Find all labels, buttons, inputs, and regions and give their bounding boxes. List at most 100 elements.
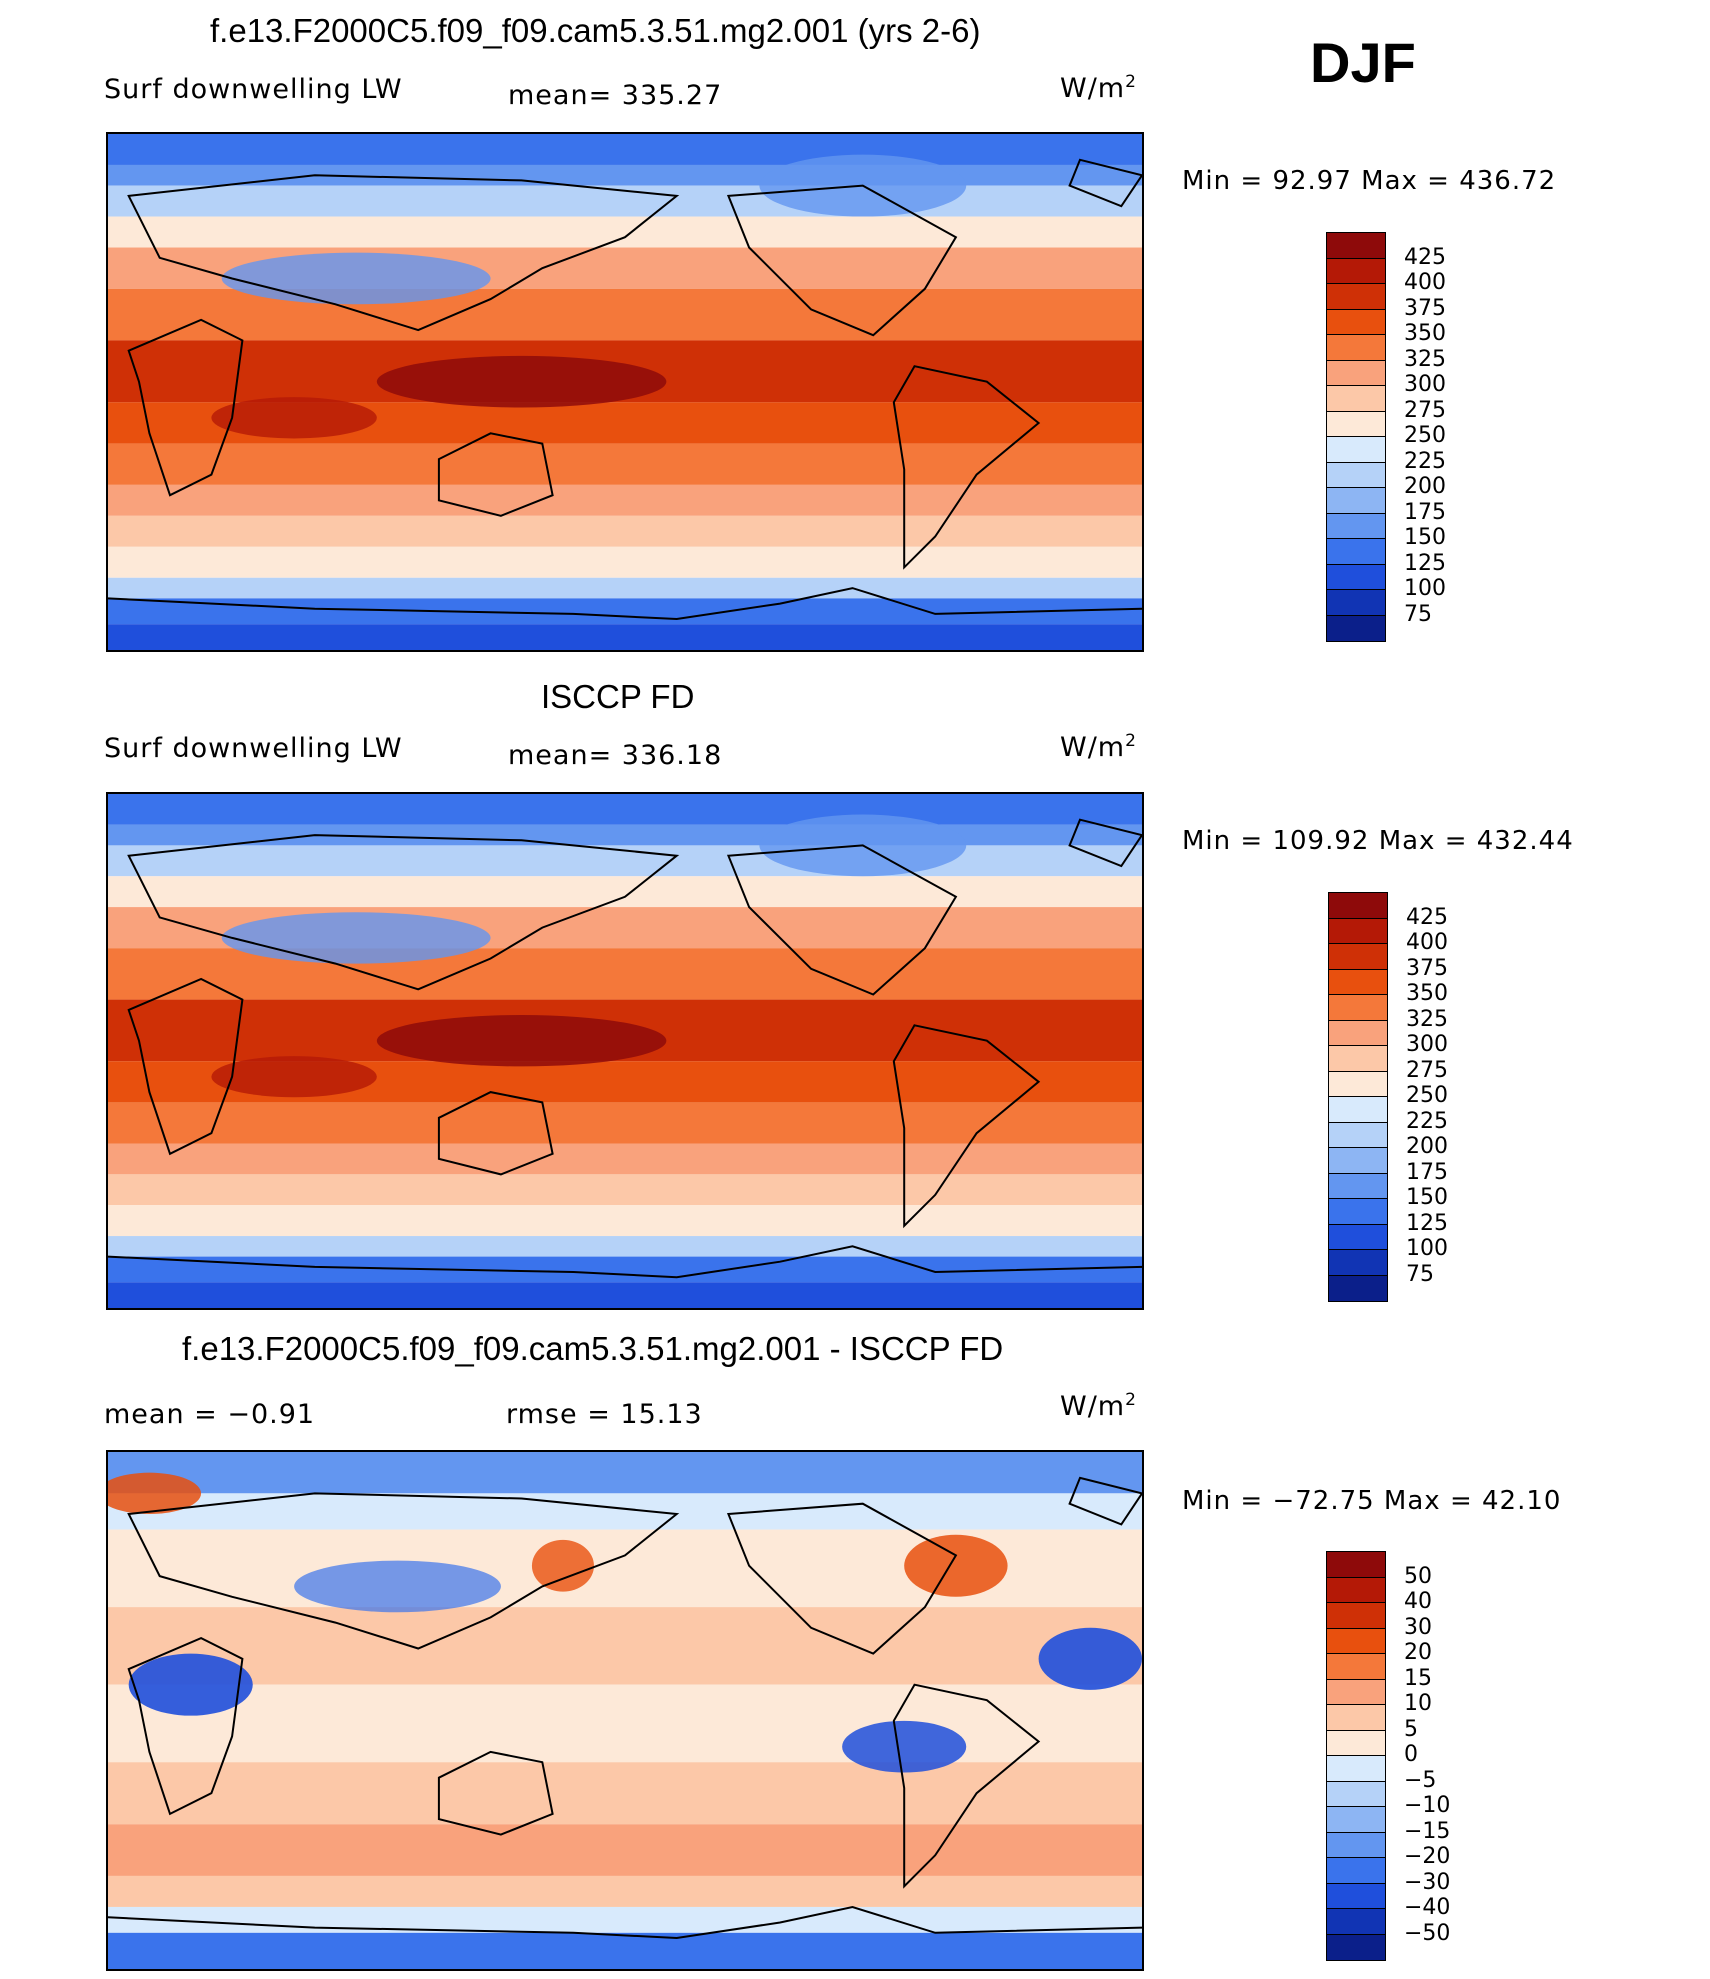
colorbar-swatch [1327, 1909, 1385, 1935]
colorbar-tick-label: 175 [1404, 499, 1446, 525]
panel-2-mean-label: mean= 336.18 [508, 740, 723, 771]
coastline [437, 432, 554, 517]
panel-3-minmax: Min = −72.75 Max = 42.10 [1182, 1486, 1562, 1516]
colorbar-swatch [1327, 1858, 1385, 1884]
panel-3-map [106, 1450, 1144, 1971]
colorbar-tick-label: 150 [1404, 525, 1446, 550]
colorbar-tick-label: 75 [1404, 601, 1432, 627]
colorbar-tick-label: 125 [1404, 550, 1446, 576]
coastline [127, 1492, 680, 1650]
colorbar-tick-label: 250 [1406, 1083, 1448, 1108]
colorbar-swatch [1327, 284, 1385, 310]
colorbar-swatch [1327, 462, 1385, 488]
coastline [127, 977, 244, 1156]
colorbar-tick-label: 100 [1406, 1236, 1448, 1261]
colorbar-tick-label: 5 [1404, 1716, 1418, 1742]
panel-2-field [108, 794, 1142, 1308]
coastline [127, 1636, 244, 1816]
colorbar-tick-label: −15 [1404, 1818, 1451, 1844]
colorbar-tick-label: 350 [1404, 321, 1446, 346]
colorbar-swatch [1327, 1628, 1385, 1654]
colorbar-tick-label: −40 [1404, 1895, 1451, 1920]
colorbar-swatch [1327, 1781, 1385, 1807]
coastline [892, 1683, 1041, 1889]
colorbar-tick-label: 425 [1404, 244, 1446, 270]
coastline [726, 844, 958, 996]
colorbar-tick-label: 150 [1406, 1185, 1448, 1210]
colorbar-swatch [1327, 386, 1385, 412]
colorbar-tick-label: 425 [1406, 904, 1448, 930]
colorbar-tick-label: 250 [1404, 423, 1446, 448]
coastline [1068, 158, 1142, 208]
panel-2-minmax: Min = 109.92 Max = 432.44 [1182, 826, 1574, 856]
colorbar-swatch [1327, 309, 1385, 335]
panel-3-units-label: W/m2 [1060, 1390, 1137, 1422]
colorbar-swatch [1329, 1122, 1387, 1148]
colorbar-tick-label: 350 [1406, 981, 1448, 1006]
colorbar-tick-label: 375 [1406, 955, 1448, 981]
coastline [1068, 1476, 1142, 1526]
panel-1-mean-label: mean= 335.27 [508, 80, 723, 111]
colorbar-swatch [1329, 944, 1387, 970]
colorbar-swatch [1327, 1679, 1385, 1705]
colorbar-swatch [1327, 360, 1385, 386]
coastline [108, 587, 1142, 621]
colorbar-swatch [1329, 893, 1387, 919]
colorbar-tick-label: −10 [1404, 1793, 1451, 1818]
colorbar-tick-label: 200 [1404, 474, 1446, 499]
colorbar-swatch [1329, 1250, 1387, 1276]
colorbar-swatch [1327, 1603, 1385, 1629]
colorbar-swatch [1329, 1097, 1387, 1123]
colorbar-swatch [1327, 258, 1385, 284]
panel-1-map [106, 132, 1144, 652]
colorbar-swatch [1327, 1654, 1385, 1680]
colorbar-tick-label: 300 [1404, 372, 1446, 397]
colorbar-tick-label: −5 [1404, 1767, 1437, 1793]
panel-3-colorbar [1326, 1551, 1386, 1961]
panel-1-variable-label: Surf downwelling LW [104, 74, 403, 105]
colorbar-swatch [1329, 1020, 1387, 1046]
colorbar-tick-label: 225 [1406, 1108, 1448, 1134]
colorbar-swatch [1327, 590, 1385, 616]
colorbar-swatch [1327, 1883, 1385, 1909]
colorbar-tick-label: 225 [1404, 448, 1446, 474]
colorbar-swatch [1327, 335, 1385, 361]
colorbar-swatch [1327, 233, 1385, 259]
colorbar-tick-label: 200 [1406, 1134, 1448, 1159]
colorbar-tick-label: 275 [1406, 1057, 1448, 1083]
colorbar-tick-label: 20 [1404, 1640, 1432, 1665]
colorbar-swatch [1327, 437, 1385, 463]
coastline [437, 1750, 554, 1836]
colorbar-swatch [1327, 1552, 1385, 1578]
colorbar-tick-label: 50 [1404, 1563, 1432, 1589]
colorbar-swatch [1329, 918, 1387, 944]
panel-2-colorbar [1328, 892, 1388, 1302]
colorbar-swatch [1329, 969, 1387, 995]
colorbar-swatch [1327, 1832, 1385, 1858]
colorbar-swatch [1329, 1199, 1387, 1225]
colorbar-swatch [1327, 539, 1385, 565]
colorbar-tick-label: 30 [1404, 1614, 1432, 1640]
colorbar-tick-label: 300 [1406, 1032, 1448, 1057]
colorbar-tick-label: 0 [1404, 1742, 1418, 1767]
coastline [127, 318, 244, 497]
colorbar-tick-label: 100 [1404, 576, 1446, 601]
colorbar-tick-label: 15 [1404, 1665, 1432, 1691]
panel-2-map [106, 792, 1144, 1310]
colorbar-swatch [1329, 1224, 1387, 1250]
colorbar-swatch [1327, 1577, 1385, 1603]
colorbar-swatch [1329, 1046, 1387, 1072]
panel-2-units-label: W/m2 [1060, 731, 1137, 763]
coastline [127, 834, 680, 991]
colorbar-tick-label: 10 [1404, 1691, 1432, 1716]
colorbar-swatch [1327, 564, 1385, 590]
colorbar-swatch [1329, 1148, 1387, 1174]
coastline [892, 1024, 1041, 1229]
colorbar-tick-label: 40 [1404, 1589, 1432, 1614]
colorbar-tick-label: −50 [1404, 1920, 1451, 1946]
panel-2-title: ISCCP FD [541, 678, 695, 715]
panel-1-title: f.e13.F2000C5.f09_f09.cam5.3.51.mg2.001 … [210, 12, 981, 49]
colorbar-swatch [1329, 1173, 1387, 1199]
colorbar-tick-label: 75 [1406, 1261, 1434, 1287]
coastline [108, 1245, 1142, 1279]
